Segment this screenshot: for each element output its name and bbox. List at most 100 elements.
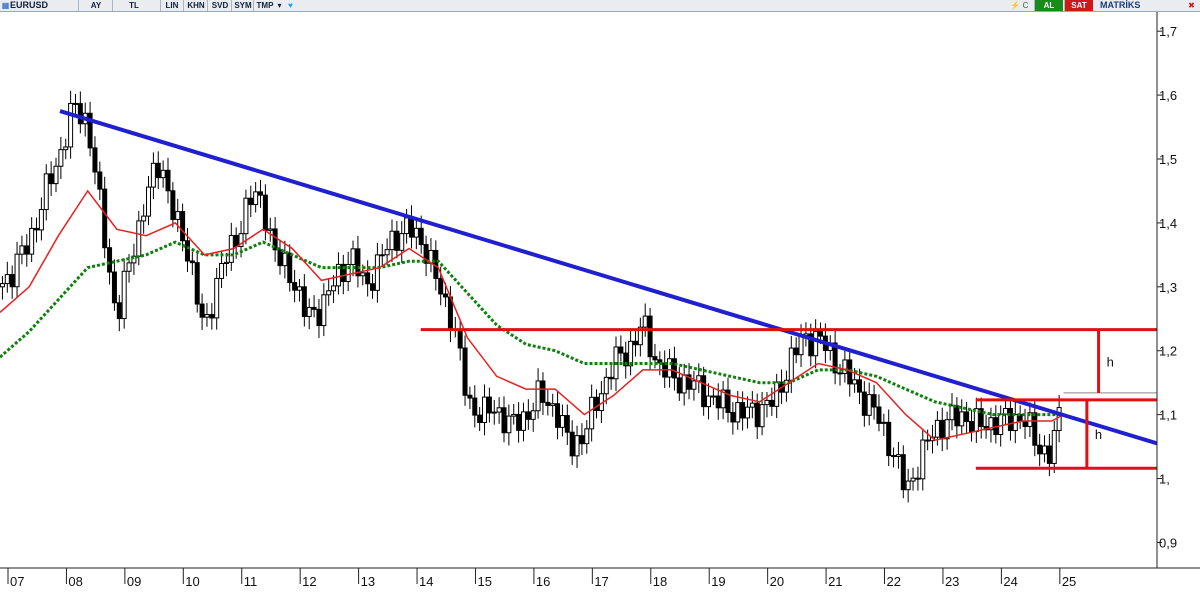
khn-button[interactable]: KHN	[183, 0, 208, 11]
candle-up	[413, 227, 419, 238]
x-tick-label: 10	[185, 574, 199, 589]
candle-up	[511, 413, 517, 417]
price-chart[interactable]: hh 1,71,61,51,41,31,21,11,0,907 08 09 10 11 1…	[0, 12, 1200, 609]
candle-down	[516, 413, 522, 431]
y-tick-label: 1,3	[1159, 280, 1177, 295]
x-tick-label: 17	[594, 574, 608, 589]
x-tick-label: 25	[1062, 574, 1076, 589]
candle-down	[477, 414, 483, 424]
candle-down	[189, 260, 195, 264]
candle-down	[370, 283, 376, 291]
candle-down	[365, 272, 371, 285]
candle-up	[43, 173, 49, 211]
candle-up	[637, 326, 643, 346]
candle-up	[399, 233, 405, 251]
candle-up	[910, 477, 916, 482]
ma-long-line	[0, 240, 1064, 417]
brand-label: MATRİKS	[1100, 0, 1141, 10]
svd-button[interactable]: SVD	[207, 0, 232, 11]
candle-down	[915, 477, 921, 480]
candle-down	[87, 112, 93, 149]
candle-up	[38, 209, 44, 231]
candle-up	[788, 347, 794, 381]
y-tick-label: 1,4	[1159, 216, 1177, 231]
candle-up	[895, 454, 901, 457]
symbol-label[interactable]: EURUSD	[10, 0, 49, 10]
x-tick-label: 11	[244, 574, 257, 589]
candle-up	[350, 248, 356, 265]
y-tick-label: 1,	[1159, 472, 1170, 487]
candle-down	[725, 389, 731, 413]
candle-down	[871, 394, 877, 408]
refresh-icon[interactable]: C	[1022, 1, 1029, 10]
close-icon[interactable]: ✖	[1188, 1, 1195, 10]
candle-down	[954, 405, 960, 427]
candle-down	[964, 411, 970, 422]
candle-up	[1051, 430, 1057, 464]
ma-short-line	[0, 189, 1064, 442]
candle-up	[335, 263, 341, 287]
candle-down	[793, 347, 799, 356]
candle-down	[340, 263, 346, 283]
twitter-icon[interactable]: ♥	[288, 1, 293, 10]
candle-down	[24, 245, 30, 255]
candle-up	[530, 410, 536, 420]
lin-button[interactable]: LIN	[160, 0, 183, 11]
candle-up	[905, 480, 911, 491]
candle-down	[501, 407, 507, 434]
candle-up	[29, 227, 35, 255]
x-tick-label: 20	[770, 574, 784, 589]
candle-up	[243, 197, 249, 235]
candle-up	[667, 358, 673, 378]
candle-up	[267, 228, 273, 231]
candle-down	[170, 190, 176, 220]
x-tick-label: 16	[536, 574, 550, 589]
candle-down	[540, 380, 546, 403]
candle-up	[798, 335, 804, 356]
lightning-icon[interactable]: ⚡	[1010, 1, 1020, 10]
period-button[interactable]: AY	[78, 0, 113, 11]
x-tick-label: 18	[653, 574, 667, 589]
currency-button[interactable]: TL	[112, 0, 155, 11]
candle-down	[301, 286, 307, 317]
candle-down	[886, 421, 892, 457]
candle-down	[740, 402, 746, 419]
candle-up	[389, 230, 395, 251]
candle-up	[374, 254, 380, 291]
candle-down	[594, 396, 600, 411]
candle-down	[467, 394, 473, 399]
candle-up	[559, 415, 565, 428]
candle-down	[808, 333, 814, 357]
candle-up	[584, 428, 590, 445]
candle-up	[681, 374, 687, 394]
x-tick-label: 24	[1003, 574, 1017, 589]
candle-up	[881, 421, 887, 424]
candle-up	[1042, 445, 1048, 455]
buy-button[interactable]: AL	[1034, 0, 1063, 11]
candle-up	[759, 404, 765, 428]
candle-down	[184, 240, 190, 262]
candle-up	[68, 102, 74, 148]
candle-down	[457, 328, 463, 349]
candle-up	[306, 306, 312, 317]
candle-up	[204, 314, 210, 318]
candle-up	[136, 220, 142, 257]
tmp-button[interactable]: TMP	[253, 0, 276, 11]
candle-down	[818, 331, 824, 337]
candle-up	[321, 294, 327, 327]
candle-up	[988, 417, 994, 431]
candle-down	[545, 401, 551, 406]
sell-button[interactable]: SAT	[1064, 0, 1093, 11]
candle-down	[423, 244, 429, 264]
sym-button[interactable]: SYM	[231, 0, 254, 11]
dropdown-arrow-icon[interactable]: ▾	[277, 1, 282, 10]
candle-down	[856, 379, 862, 393]
candle-up	[326, 290, 332, 296]
x-tick-label: 12	[302, 574, 316, 589]
x-tick-label: 09	[127, 574, 141, 589]
candle-down	[462, 347, 468, 396]
candle-up	[691, 380, 697, 390]
candle-down	[1022, 420, 1028, 427]
axes: 1,7 1,6 1,5 1,4 1,3 1,2 1,1 1, 0,9 07 08 09 10 11 12 13…	[0, 12, 1200, 589]
chart-type-icon[interactable]: ▦	[1, 1, 10, 10]
